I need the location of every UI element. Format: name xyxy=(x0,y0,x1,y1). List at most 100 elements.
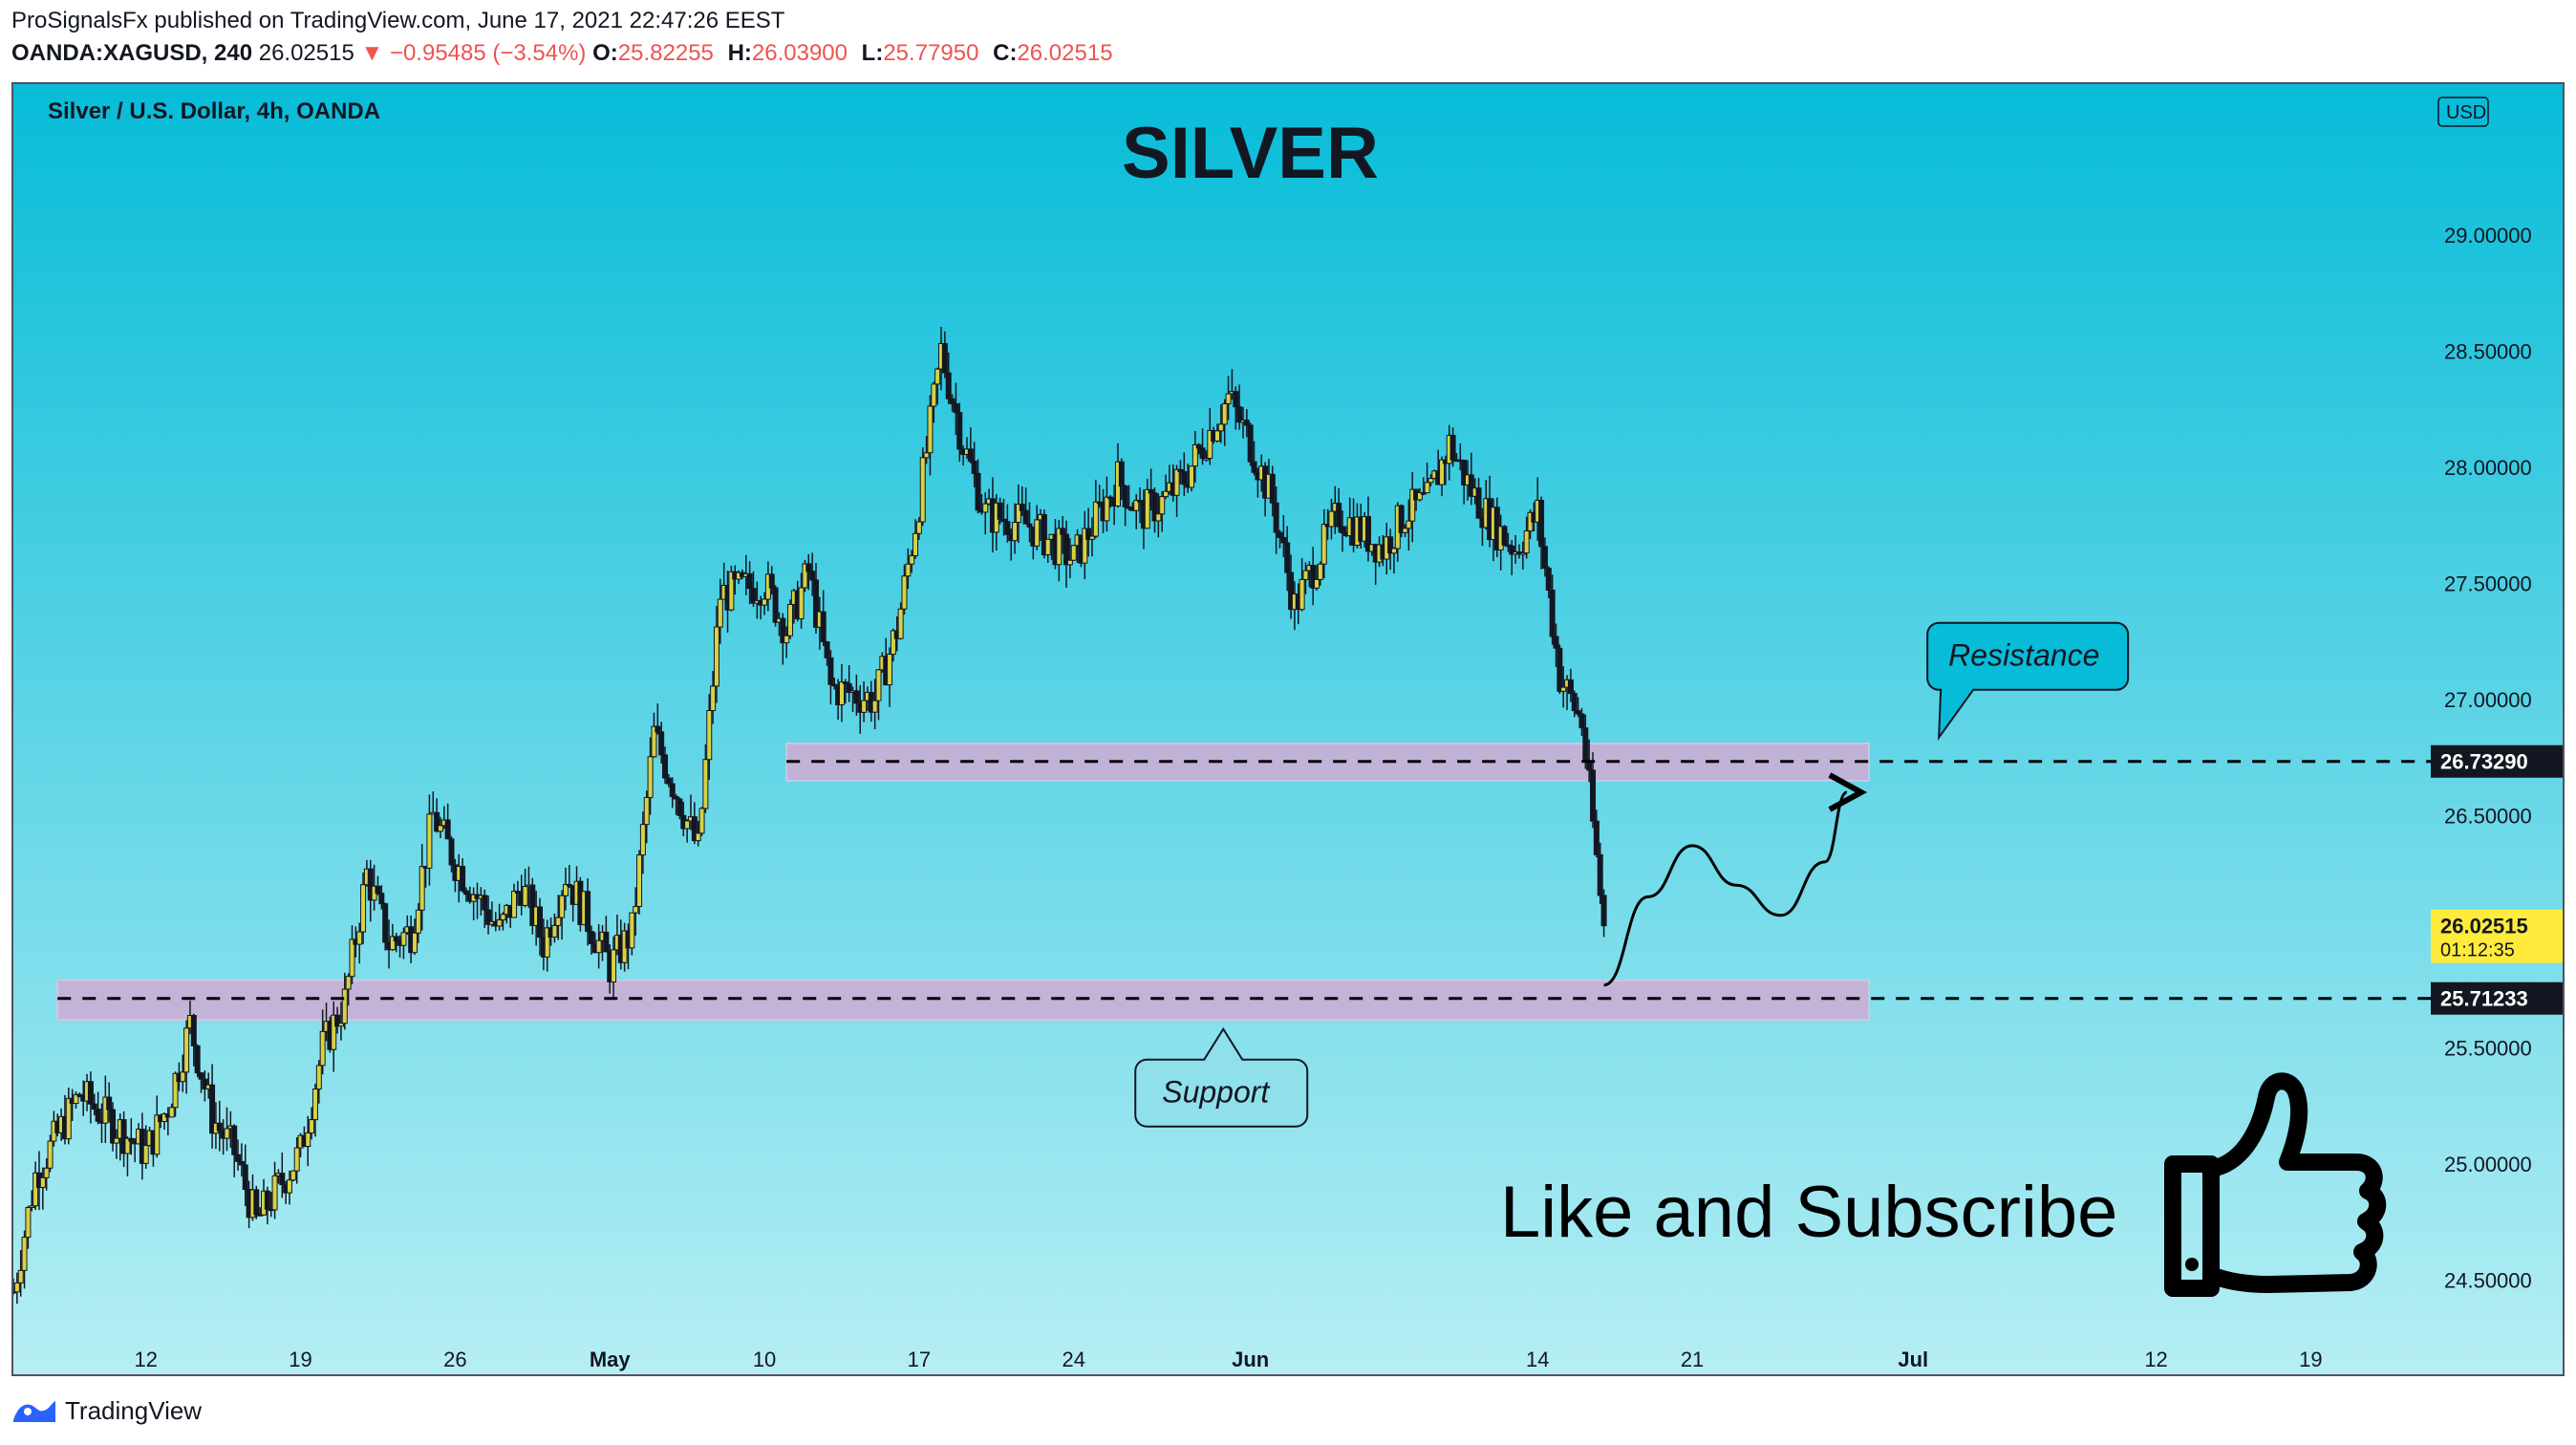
candle xyxy=(915,516,922,540)
support-zone xyxy=(56,979,1871,1022)
candle xyxy=(831,678,838,690)
candle xyxy=(890,628,896,662)
candle-body xyxy=(1203,458,1210,461)
candle xyxy=(426,794,433,886)
candle-body xyxy=(1428,478,1434,484)
candle xyxy=(168,1103,175,1118)
candle-body xyxy=(190,1015,197,1046)
x-tick-label: 19 xyxy=(2299,1348,2322,1371)
candle-body xyxy=(47,1140,54,1169)
candle-body xyxy=(311,1089,318,1121)
candle xyxy=(1600,889,1607,938)
candle-body xyxy=(1251,461,1257,473)
candle-body xyxy=(1387,536,1394,554)
candle-body xyxy=(1148,488,1154,494)
candle xyxy=(544,919,550,972)
candle xyxy=(1155,493,1162,538)
candle xyxy=(124,1136,131,1177)
x-tick-label: May xyxy=(590,1348,632,1371)
candle xyxy=(717,578,723,644)
symbol-name: OANDA:XAGUSD, 240 xyxy=(11,40,253,66)
candle xyxy=(444,803,451,840)
candle-body xyxy=(21,1237,28,1271)
candle-body xyxy=(695,832,701,842)
candle xyxy=(595,924,602,969)
candle-body xyxy=(194,1045,201,1074)
candle xyxy=(293,1137,300,1184)
candle-body xyxy=(1582,727,1589,762)
candle-body xyxy=(706,710,713,761)
candle-body xyxy=(1468,474,1474,497)
candle-body xyxy=(91,1103,97,1111)
candle xyxy=(375,875,381,895)
candle xyxy=(611,936,617,1001)
candle xyxy=(1225,376,1232,421)
candle-body xyxy=(953,403,959,414)
candle xyxy=(485,895,492,935)
candle xyxy=(331,1001,337,1072)
candle xyxy=(1420,477,1427,496)
candle xyxy=(1000,498,1007,536)
candle xyxy=(1177,460,1184,485)
candle xyxy=(1070,545,1077,561)
candle xyxy=(128,1118,135,1155)
candle xyxy=(1044,538,1051,563)
candle xyxy=(434,798,440,833)
candle-body xyxy=(1556,647,1563,692)
candle-body xyxy=(1314,578,1320,589)
candle xyxy=(271,1161,278,1219)
last-price-tag xyxy=(2431,909,2563,963)
candle-body xyxy=(982,503,989,513)
candle xyxy=(378,885,385,910)
candle xyxy=(65,1087,72,1145)
candle-body xyxy=(1549,589,1556,637)
candle-body xyxy=(142,1145,149,1164)
candle xyxy=(1118,458,1125,501)
candle-body xyxy=(585,891,591,933)
candle xyxy=(802,559,808,593)
candle-body xyxy=(871,700,878,713)
candle xyxy=(154,1095,161,1158)
candle xyxy=(1387,528,1394,571)
candle-body xyxy=(813,579,819,628)
candle-body xyxy=(1060,528,1066,535)
candle-body xyxy=(154,1114,161,1155)
candle xyxy=(382,902,389,951)
candle-body xyxy=(1280,536,1287,544)
candle-body xyxy=(1302,570,1309,580)
candle xyxy=(102,1075,109,1144)
candle-body xyxy=(717,598,723,628)
candle xyxy=(1416,487,1423,502)
candle xyxy=(309,1107,315,1140)
candle-body xyxy=(1416,492,1423,501)
candle xyxy=(180,1054,186,1092)
candle-body xyxy=(1233,391,1239,408)
candle xyxy=(1409,471,1416,543)
candle xyxy=(1541,537,1548,577)
candle xyxy=(967,427,974,464)
candle xyxy=(1022,487,1029,525)
candle xyxy=(110,1102,117,1152)
candle xyxy=(496,903,503,931)
candle xyxy=(522,868,528,908)
candle xyxy=(198,1071,204,1093)
candle xyxy=(341,972,348,1030)
candle xyxy=(871,679,878,729)
candle-body xyxy=(1406,520,1412,529)
candle-body xyxy=(875,669,882,701)
tradingview-logo-icon[interactable] xyxy=(11,1397,57,1424)
candle-body xyxy=(551,924,558,938)
chart-pane[interactable]: 26.73290 25.71233 26.02515 01:12:35 Silver … xyxy=(11,82,2565,1376)
candle xyxy=(1199,428,1206,465)
candle-body xyxy=(838,681,845,705)
chart-background xyxy=(13,84,2563,1374)
candle xyxy=(1273,485,1279,554)
candle xyxy=(91,1093,97,1115)
candle-body xyxy=(110,1109,117,1144)
candle xyxy=(286,1170,292,1205)
candle-body xyxy=(827,657,834,685)
footer-brand[interactable]: TradingView xyxy=(65,1395,203,1425)
y-tick-label: 27.50000 xyxy=(2444,572,2532,595)
candle xyxy=(636,850,643,915)
